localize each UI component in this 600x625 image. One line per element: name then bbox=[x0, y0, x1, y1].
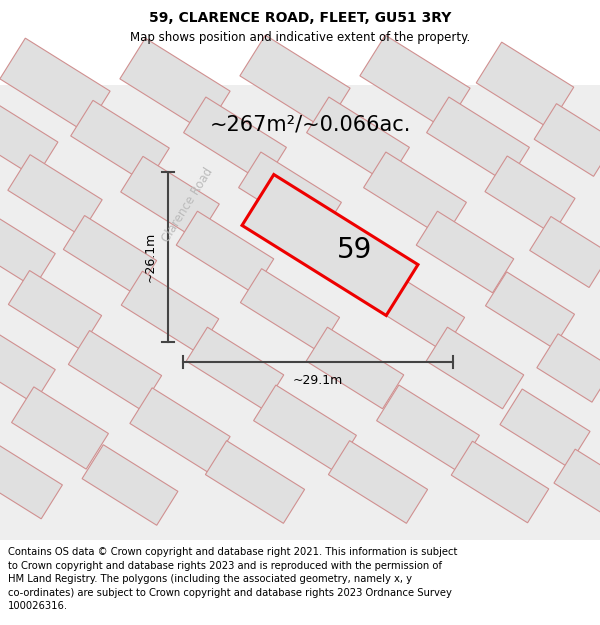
Text: 59, CLARENCE ROAD, FLEET, GU51 3RY: 59, CLARENCE ROAD, FLEET, GU51 3RY bbox=[149, 11, 451, 25]
Polygon shape bbox=[239, 152, 341, 238]
Polygon shape bbox=[427, 97, 529, 183]
Text: Contains OS data © Crown copyright and database right 2021. This information is : Contains OS data © Crown copyright and d… bbox=[8, 547, 457, 611]
Polygon shape bbox=[360, 35, 470, 129]
Polygon shape bbox=[306, 328, 404, 409]
Polygon shape bbox=[485, 272, 575, 348]
Polygon shape bbox=[8, 271, 101, 349]
Polygon shape bbox=[64, 216, 157, 294]
Polygon shape bbox=[186, 328, 284, 409]
Polygon shape bbox=[0, 216, 55, 288]
Polygon shape bbox=[11, 387, 109, 469]
Polygon shape bbox=[554, 449, 600, 515]
Polygon shape bbox=[82, 445, 178, 525]
Polygon shape bbox=[534, 104, 600, 176]
Polygon shape bbox=[296, 211, 394, 292]
Text: Clarence Road: Clarence Road bbox=[160, 166, 216, 244]
Polygon shape bbox=[176, 211, 274, 292]
Polygon shape bbox=[500, 389, 590, 467]
Polygon shape bbox=[451, 441, 549, 522]
Polygon shape bbox=[328, 441, 428, 523]
Polygon shape bbox=[121, 156, 219, 239]
Polygon shape bbox=[121, 271, 219, 352]
Polygon shape bbox=[0, 445, 62, 519]
Polygon shape bbox=[184, 97, 286, 183]
Polygon shape bbox=[0, 332, 55, 404]
Polygon shape bbox=[8, 154, 102, 236]
Text: Map shows position and indicative extent of the property.: Map shows position and indicative extent… bbox=[130, 31, 470, 44]
Polygon shape bbox=[0, 38, 110, 132]
Text: 59: 59 bbox=[337, 236, 373, 264]
Polygon shape bbox=[530, 216, 600, 288]
Polygon shape bbox=[537, 334, 600, 402]
Polygon shape bbox=[254, 385, 356, 471]
Text: ~267m²/~0.066ac.: ~267m²/~0.066ac. bbox=[209, 115, 410, 135]
Polygon shape bbox=[377, 385, 479, 471]
Polygon shape bbox=[205, 441, 305, 523]
Polygon shape bbox=[364, 152, 466, 238]
Polygon shape bbox=[240, 35, 350, 129]
Polygon shape bbox=[476, 42, 574, 128]
Text: ~29.1m: ~29.1m bbox=[293, 374, 343, 386]
Polygon shape bbox=[485, 156, 575, 234]
Polygon shape bbox=[365, 269, 464, 351]
Bar bbox=[0, 85, 600, 540]
Polygon shape bbox=[241, 269, 340, 351]
Polygon shape bbox=[307, 97, 409, 183]
Text: ~26.1m: ~26.1m bbox=[143, 232, 157, 282]
Polygon shape bbox=[0, 102, 58, 178]
Polygon shape bbox=[120, 38, 230, 132]
Polygon shape bbox=[71, 101, 169, 184]
Polygon shape bbox=[130, 388, 230, 472]
Polygon shape bbox=[242, 174, 418, 316]
Polygon shape bbox=[68, 331, 161, 409]
Polygon shape bbox=[416, 211, 514, 292]
Polygon shape bbox=[426, 328, 524, 409]
